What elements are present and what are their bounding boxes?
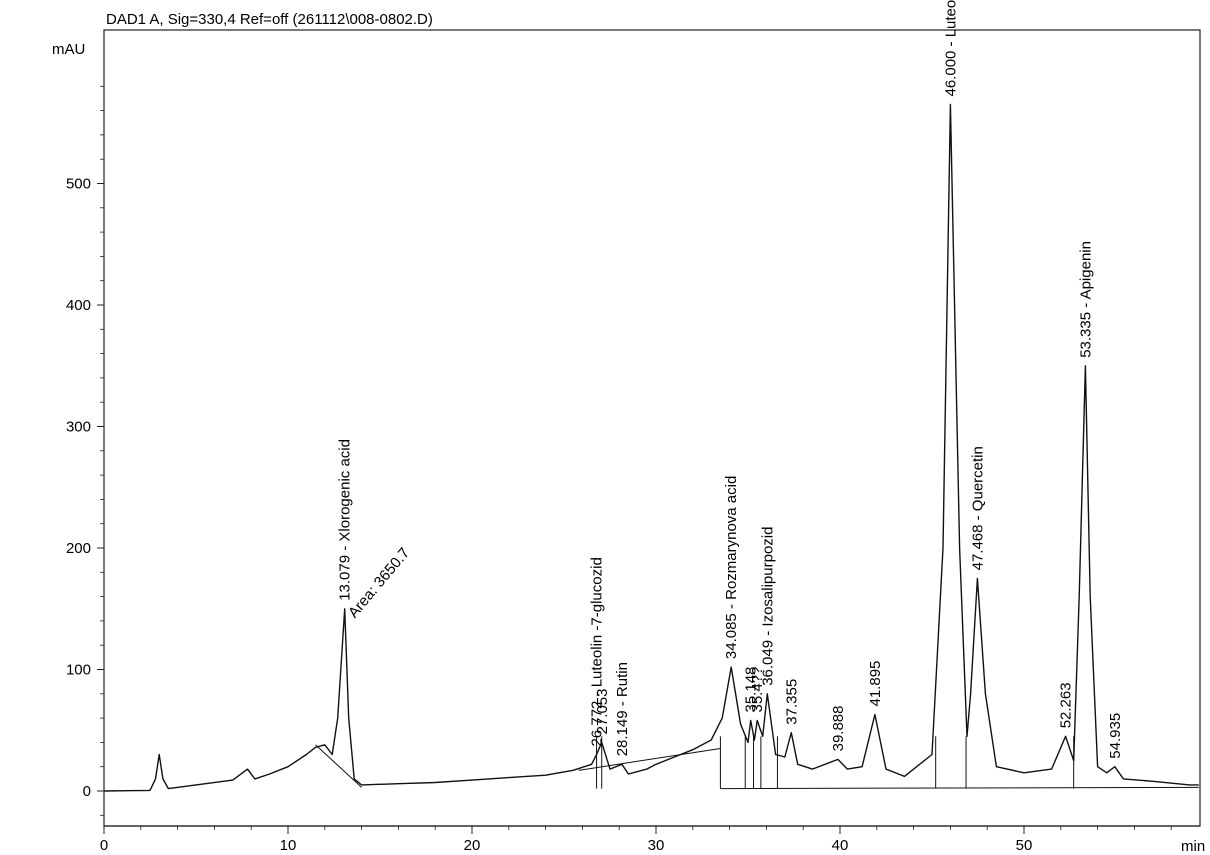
integration-baseline <box>578 747 721 771</box>
y-tick-label: 200 <box>66 540 91 557</box>
peak-label-layer: 13.079 - Xlorogenic acid 26.772 - Luteoli… <box>337 0 1124 759</box>
chart-title: DAD1 A, Sig=330,4 Ref=off (261112\008-08… <box>106 11 433 28</box>
axes-layer: 0 100 200 300 400 500 0 10 20 30 40 50 <box>66 85 1200 854</box>
x-tick-label: 50 <box>1016 837 1033 854</box>
y-tick-label: 400 <box>66 297 91 314</box>
peak-label: 27.053 <box>594 689 611 735</box>
x-axis-unit: min <box>1181 838 1205 855</box>
trace-layer <box>103 103 1199 792</box>
plot-frame <box>103 29 1201 827</box>
peak-label: 28.149 - Rutin <box>614 662 631 756</box>
y-tick-label: 100 <box>66 662 91 679</box>
integration-baseline <box>315 744 362 788</box>
chromatogram-trace <box>103 103 1199 792</box>
peak-label: 47.468 - Quercetin <box>969 446 986 570</box>
peak-label: 36.049 - Izosalipurpozid <box>759 527 776 686</box>
x-tick-label: 40 <box>832 837 849 854</box>
peak-label: 46.000 - Luteolin <box>942 0 959 97</box>
peak-label: 26.772 - Luteolin -7-glucozid <box>589 557 606 746</box>
peak-label: 37.355 <box>783 679 800 725</box>
peak-label: 39.888 <box>830 706 847 752</box>
y-tick-label: 300 <box>66 419 91 436</box>
x-tick-label: 0 <box>100 837 108 854</box>
x-tick-label: 20 <box>464 837 481 854</box>
peak-label: 13.079 - Xlorogenic acid <box>337 439 354 601</box>
peak-label: 41.895 <box>867 661 884 707</box>
peak-label: 54.935 <box>1107 713 1124 759</box>
x-tick-label: 30 <box>648 837 665 854</box>
x-tick-label: 10 <box>280 837 297 854</box>
area-annotation: Area: 3650.7 <box>345 545 413 622</box>
peak-label: 53.335 - Apigenin <box>1077 241 1094 358</box>
peak-label: 52.263 <box>1058 682 1075 728</box>
y-tick-label: 0 <box>83 783 91 800</box>
y-tick-label: 500 <box>66 176 91 193</box>
y-axis-unit: mAU <box>52 41 85 58</box>
peak-label: 34.085 - Rozmarynova acid <box>723 476 740 659</box>
peak-label: 35.148 <box>743 667 760 713</box>
integration-baseline <box>720 786 1199 790</box>
peak-label: 35.4?? <box>749 667 766 713</box>
